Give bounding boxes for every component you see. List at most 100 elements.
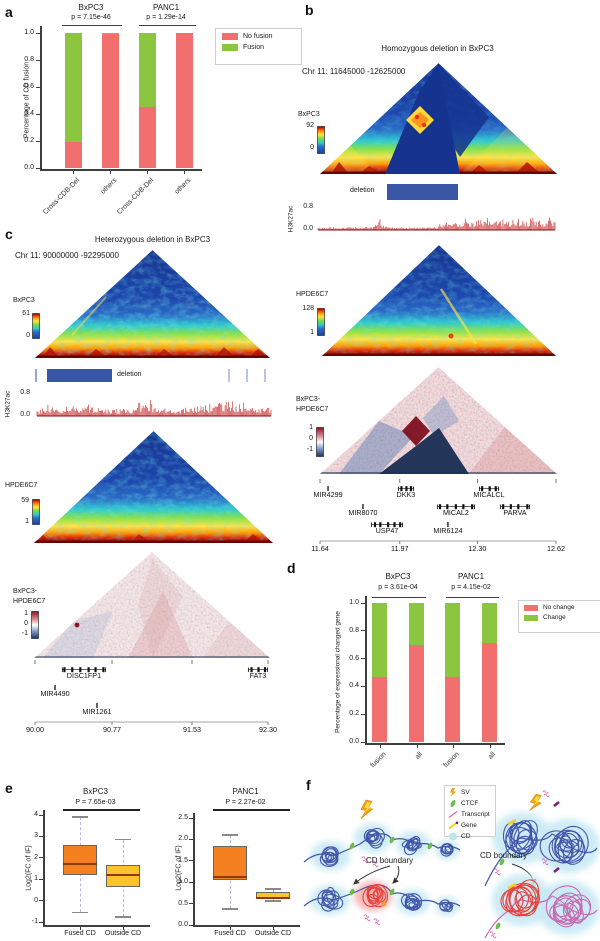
panel-letter-c: c: [5, 226, 13, 242]
y-tick-label: -1: [31, 918, 38, 925]
ctcf-icon: [450, 800, 456, 807]
x-axis: [40, 168, 202, 171]
y-tick-label: 0.6: [349, 654, 359, 662]
hic-map-hpde6c7-c: [34, 431, 273, 543]
box: [256, 891, 290, 900]
h3k27ac-track-c: [36, 399, 272, 417]
diff-label1-c: BxPC3-: [13, 588, 38, 595]
y-tick: [361, 685, 365, 687]
cd-glow: [354, 823, 392, 853]
y-tick-label: 2.0: [178, 835, 188, 843]
diff-min-b: -1: [306, 446, 313, 453]
region-tick: [267, 660, 269, 664]
bar-segment-change: [445, 603, 460, 678]
y-tick-label: 0: [34, 896, 38, 904]
chromatin-blob: [560, 830, 580, 849]
panel-letter-d: d: [287, 560, 296, 576]
bar-segment-fusion: [64, 33, 82, 143]
x-axis: [365, 742, 505, 745]
box-label: Fused CD: [64, 930, 96, 937]
cd-glow: [310, 841, 350, 871]
gene-label: MICAL2: [443, 508, 469, 517]
chromatin-blob: [321, 846, 339, 864]
whisker-cap-top: [222, 834, 238, 836]
x-tick: [110, 170, 111, 174]
y-tick-label: 0.0: [349, 738, 359, 745]
legend-label-fusion: Fusion: [243, 44, 265, 51]
gene-label: USP47: [376, 526, 399, 535]
chromatin-blob: [553, 897, 574, 918]
colorbar-diff-c: [31, 611, 39, 639]
legend-label-ctcf: CTCF: [461, 800, 479, 807]
coordinate-label: 12.62: [547, 544, 565, 553]
colorbar-max-b2: 128: [302, 305, 314, 312]
transcript-icon: [362, 859, 369, 864]
transcript-icon: [374, 921, 381, 926]
legend-swatch-no-fusion: [222, 33, 238, 40]
gene-label: MICALCL: [473, 490, 504, 499]
ctcf-icon: [349, 842, 355, 850]
gene-glyph: [447, 522, 449, 527]
gene-label: MIR6124: [433, 526, 462, 535]
y-tick: [189, 860, 193, 862]
panel-letter-f: f: [306, 777, 311, 793]
pvalue-panc1-d: p = 4.15e-02: [451, 584, 491, 591]
chromatin-blob: [554, 895, 583, 921]
pvalue-bar: [372, 597, 426, 598]
panel-c-region: Chr 11: 90000000 -92295000: [15, 251, 119, 260]
y-axis: [365, 596, 367, 744]
h3k27ac-max-c: 0.8: [20, 389, 30, 396]
coordinate-label: 91.53: [183, 725, 201, 734]
x-tick: [273, 927, 274, 930]
region-tick: [111, 660, 113, 664]
whisker-cap-top: [72, 816, 88, 818]
colorbar-hic-bxpc3-b: [317, 126, 325, 154]
bar-segment-change: [372, 603, 387, 678]
chromatin-blob: [515, 879, 540, 909]
deletion-tick-c: [264, 369, 266, 382]
bar-segment-no-change: [482, 642, 497, 742]
transcript-icon: [490, 934, 497, 939]
chromatin-blob: [323, 890, 340, 907]
h3k27ac-signal: [317, 217, 556, 230]
chromatin-blob: [558, 839, 580, 854]
box-label: Outside CD: [254, 930, 292, 937]
coordinate-label: 92.30: [259, 725, 277, 734]
y-tick-label: 0.8: [349, 626, 359, 634]
x-tick: [489, 744, 491, 748]
median-line: [106, 873, 140, 876]
chromatin-blob: [373, 888, 387, 903]
y-tick: [189, 817, 193, 819]
chromatin-blob: [366, 886, 381, 900]
y-tick: [361, 741, 365, 743]
boundary-arrow: [392, 865, 400, 884]
panel-b-region: Chr 11: 11645000 -12625000: [302, 67, 406, 76]
cd-boundary-label-left: CD boundary: [366, 856, 414, 865]
legend-swatch-fusion: [222, 44, 238, 51]
y-tick-label: 0.4: [24, 110, 34, 117]
diff-map-c: [34, 552, 270, 658]
chromatin-blob: [509, 884, 537, 916]
panel-b-title: Homozygous deletion in BxPC3: [381, 44, 494, 53]
colorbar-hic-hpde6c7-b: [317, 308, 325, 336]
y-tick: [39, 878, 43, 880]
ctcf-icon: [499, 858, 505, 866]
chromatin-blob: [325, 851, 335, 863]
median-line: [256, 896, 290, 899]
chromatin-diagram: [303, 790, 600, 939]
whisker-cap-bottom: [72, 911, 88, 914]
transcript-icon: [494, 871, 501, 876]
gene-label: PARVA: [503, 508, 526, 517]
legend-label-no-change: No change: [543, 604, 575, 611]
bar-segment-fusion: [101, 33, 119, 35]
pvalue-bar: [62, 25, 122, 26]
chromatin-blob: [545, 885, 583, 923]
bar-segment-no-fusion: [175, 33, 193, 168]
transcript-icon: [489, 931, 496, 935]
colorbar-max-c2: 59: [21, 497, 29, 504]
y-tick: [36, 59, 40, 61]
gene-glyph: [54, 685, 56, 690]
diff-map-b: [320, 367, 557, 474]
ctcf-icon: [389, 888, 395, 896]
